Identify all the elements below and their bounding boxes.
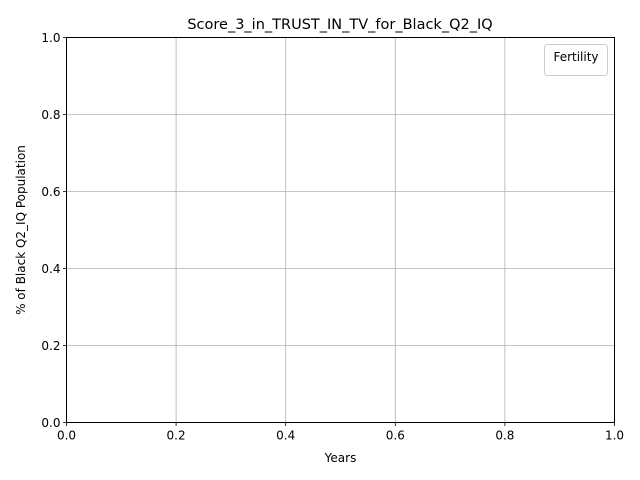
x-tick-label: 0.2	[167, 429, 186, 443]
y-tick-label: 0.2	[41, 339, 60, 353]
x-tick-label: 1.0	[605, 429, 624, 443]
legend-title: Fertility	[553, 50, 598, 64]
y-tick-label: 0.4	[41, 262, 60, 276]
grid-lines	[66, 37, 615, 423]
x-tick-label: 0.6	[386, 429, 405, 443]
x-tick-label: 0.4	[276, 429, 295, 443]
y-tick-label: 0.0	[41, 416, 60, 430]
chart-title: Score_3_in_TRUST_IN_TV_for_Black_Q2_IQ	[187, 17, 492, 33]
y-axis-label: % of Black Q2_IQ Population	[14, 145, 28, 315]
x-tick-label: 0.8	[495, 429, 514, 443]
y-axis-ticks: 0.0 0.2 0.4 0.6 0.8 1.0	[41, 31, 67, 430]
y-tick-label: 0.8	[41, 108, 60, 122]
legend: Fertility	[544, 44, 608, 76]
y-tick-label: 1.0	[41, 31, 60, 45]
x-tick-label: 0.0	[57, 429, 76, 443]
legend-box	[544, 44, 608, 76]
plot-area-frame	[66, 37, 615, 423]
x-axis-label: Years	[324, 451, 357, 465]
x-axis-ticks: 0.0 0.2 0.4 0.6 0.8 1.0	[57, 422, 624, 443]
y-tick-label: 0.6	[41, 185, 60, 199]
